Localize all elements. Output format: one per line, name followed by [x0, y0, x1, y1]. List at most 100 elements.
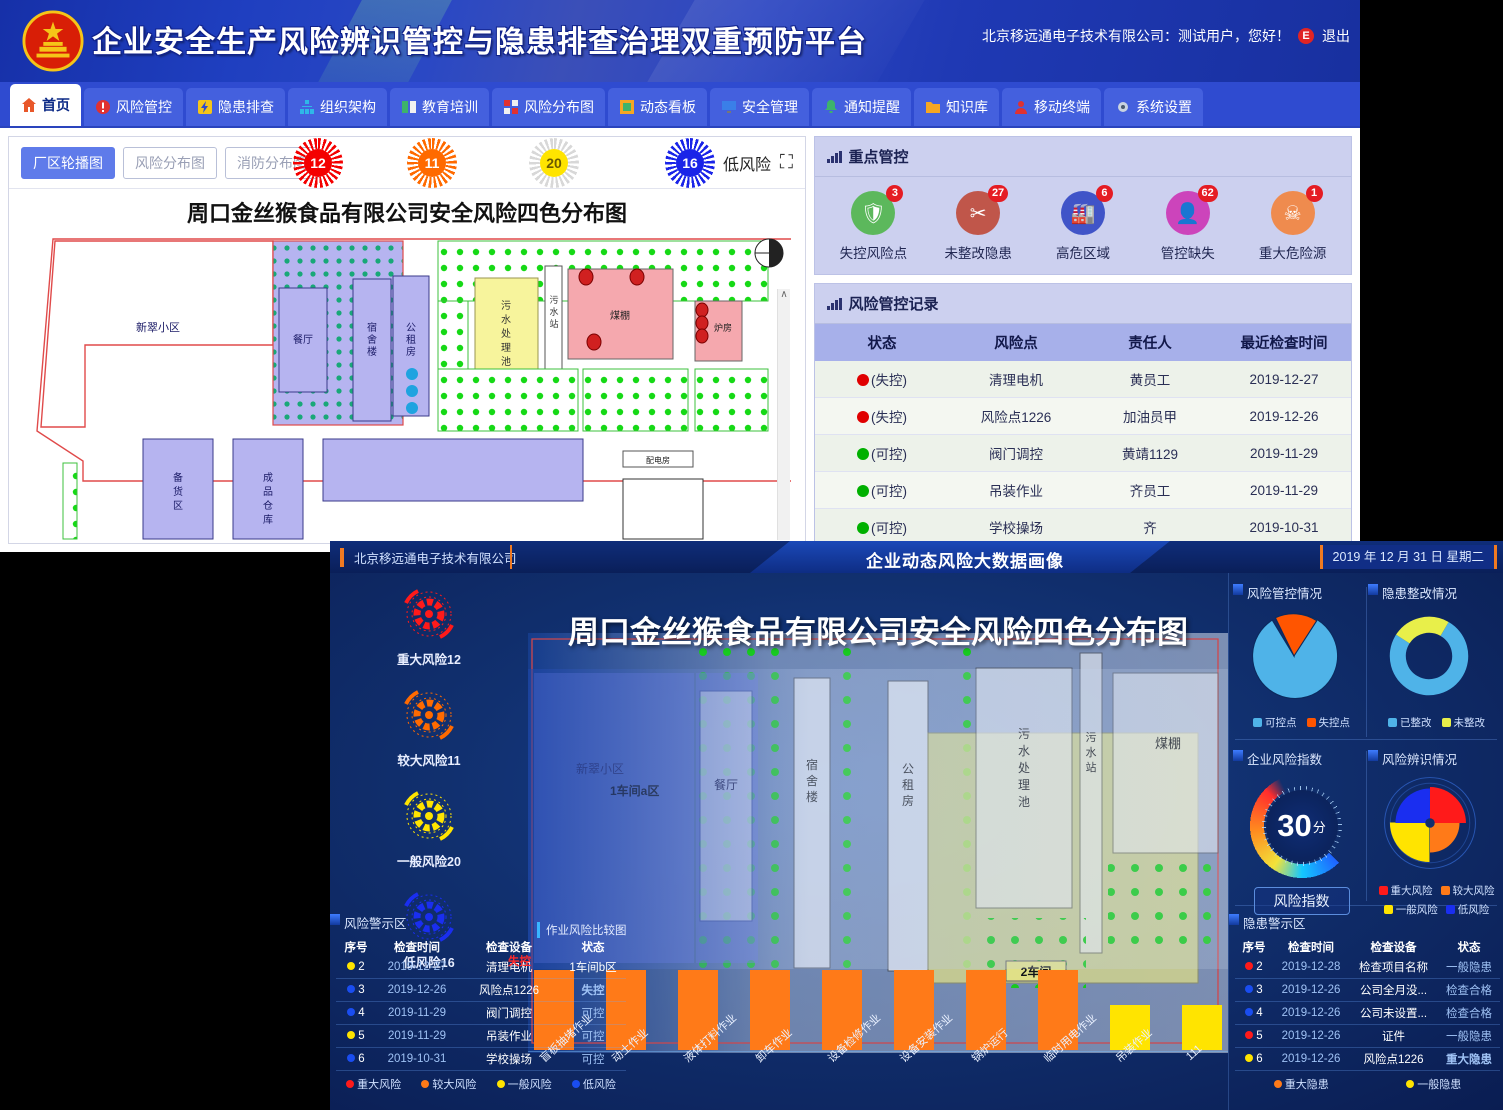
bar-item[interactable]: [1182, 1005, 1222, 1050]
logout-button[interactable]: 退出: [1322, 28, 1350, 44]
map-scrollbar[interactable]: ∧: [777, 289, 790, 540]
chart-title: 作业风险比较图: [537, 922, 627, 938]
table-row[interactable]: 5 2019-11-29 吊装作业 可控: [336, 1024, 626, 1048]
cell-owner: 黄靖1129: [1083, 434, 1217, 472]
cell-status: 一般隐患: [1438, 1024, 1500, 1048]
tab-education-training[interactable]: 教育培训: [390, 88, 489, 126]
tab-risk-control[interactable]: 风险管控: [84, 88, 183, 126]
kp-out-of-control-points[interactable]: 🛡 3 失控风险点: [827, 185, 919, 262]
segment-risk-map[interactable]: 风险分布图: [123, 146, 217, 179]
overlapping-status-text: 失控: [508, 956, 531, 968]
bar-label: 卸车作业: [754, 1026, 795, 1066]
table-row[interactable]: 2 2019-12-28 检查项目名称 一般隐患: [1235, 956, 1500, 979]
risk-identify-pie-chart[interactable]: [1374, 770, 1486, 876]
exit-icon[interactable]: E: [1298, 28, 1314, 44]
fullscreen-icon[interactable]: ⛶: [779, 151, 793, 173]
warning-icon: [96, 100, 110, 114]
svg-text:池: 池: [501, 355, 511, 368]
tab-org-structure[interactable]: 组织架构: [288, 88, 387, 126]
cell-no: 3: [336, 978, 376, 1002]
table-row[interactable]: 2 2019-12-27 清理电机 1车间b区: [336, 956, 626, 979]
col-status: 状态: [581, 942, 605, 954]
table-row[interactable]: (失控) 风险点1226 加油员甲 2019-12-26: [815, 397, 1351, 435]
tab-dynamic-board[interactable]: 动态看板: [608, 88, 707, 126]
cell-risk-point: 学校操场: [949, 508, 1083, 543]
table-row[interactable]: 3 2019-12-26 风险点1226 失控: [336, 978, 626, 1002]
table-row[interactable]: (可控) 学校操场 齐 2019-10-31: [815, 508, 1351, 543]
tab-system-settings[interactable]: 系统设置: [1104, 88, 1203, 126]
segment-plant-carousel[interactable]: 厂区轮播图: [21, 146, 115, 179]
kp-major-hazard-source[interactable]: ☠ 1 重大危险源: [1247, 185, 1339, 262]
tab-label: 教育培训: [422, 99, 478, 115]
tab-mobile-terminal[interactable]: 移动终端: [1002, 88, 1101, 126]
risk-index-button[interactable]: 风险指数: [1253, 887, 1350, 915]
chart-category-labels: 盲板抽堵作业 动土作业 液体打料作业 卸车作业 设备检修作业 设备安装作业 锅炉…: [534, 1012, 1222, 1110]
risk-level-major[interactable]: 重大风险12: [330, 581, 528, 668]
factory-map-canvas[interactable]: 新翠小区 餐厅 宿 舍 楼 公 租 房: [23, 231, 791, 541]
indicator-large-risk[interactable]: 11: [407, 137, 457, 188]
bar-item[interactable]: [822, 970, 862, 1050]
mobile-icon: [1015, 101, 1027, 114]
indicator-low-risk[interactable]: 16: [665, 137, 715, 188]
tab-notification[interactable]: 通知提醒: [812, 88, 911, 126]
cell-date: 2019-11-29: [1217, 471, 1351, 509]
table-row[interactable]: 6 2019-12-26 风险点1226 重大隐患: [1235, 1047, 1500, 1071]
cell-time: 2019-12-26: [1273, 1001, 1349, 1025]
app-body: 厂区轮播图 风险分布图 消防分布图 12 11 20: [0, 128, 1360, 552]
col-no: 序号: [1242, 942, 1266, 954]
bar-item[interactable]: [894, 970, 934, 1050]
cell-no: 4: [336, 1001, 376, 1025]
cell-risk-point: 清理电机: [949, 361, 1083, 398]
kp-control-missing[interactable]: 👤 62 管控缺失: [1142, 185, 1234, 262]
cell-status: (失控): [815, 397, 949, 435]
bar-item[interactable]: [750, 970, 790, 1050]
table-row[interactable]: 6 2019-10-31 学校操场 可控: [336, 1047, 626, 1071]
kp-unrectified-hazards[interactable]: ✂ 27 未整改隐患: [932, 185, 1024, 262]
table-row[interactable]: 3 2019-12-26 公司全月没... 检查合格: [1235, 978, 1500, 1002]
indicator-major-risk[interactable]: 12: [293, 137, 343, 188]
cell-time: 2019-12-26: [1273, 1024, 1349, 1048]
indicator-general-risk[interactable]: 20: [529, 137, 579, 188]
svg-text:楼: 楼: [367, 345, 377, 358]
bars-icon: [827, 150, 842, 163]
bar-item[interactable]: [1110, 1005, 1150, 1050]
folder-icon: [926, 102, 940, 113]
cell-owner: 加油员甲: [1083, 397, 1217, 435]
risk-level-general[interactable]: 一般风险20: [330, 783, 528, 870]
home-icon: [22, 98, 36, 112]
risk-records-header: 风险管控记录: [815, 284, 1351, 324]
hazard-rectify-donut-chart[interactable]: [1374, 604, 1484, 708]
operation-risk-chart: 作业风险比较图 盲板抽堵作业: [528, 922, 1228, 1110]
factory-map-svg: 新翠小区 餐厅 宿 舍 楼 公 租 房: [36, 238, 791, 540]
tab-knowledge-base[interactable]: 知识库: [914, 88, 999, 126]
table-row[interactable]: (可控) 阀门调控 黄靖1129 2019-11-29: [815, 434, 1351, 472]
risk-records-scroll[interactable]: 状态 风险点 责任人 最近检查时间 (失控) 清理电机 黄员工 2: [815, 324, 1351, 543]
risk-index-gauge[interactable]: 30 分: [1245, 770, 1358, 882]
pie-legend: 重大风险 较大风险 一般风险 低风险: [1374, 883, 1499, 917]
cell-device: 清理电机: [458, 956, 560, 979]
tab-home[interactable]: 首页: [10, 84, 81, 126]
table-row[interactable]: 5 2019-12-26 证件 一般隐患: [1235, 1024, 1500, 1048]
svg-text:理: 理: [501, 342, 511, 354]
factory-icon: 🏭 6: [1060, 185, 1113, 235]
risk-alert-table: 序号 检查时间 检查设备 状态 2 2019-12-27 清理电机 1车间b区: [336, 938, 626, 1071]
cell-device: 公司全月没...: [1349, 978, 1438, 1002]
risk-level-large[interactable]: 较大风险11: [330, 682, 528, 769]
bar-item[interactable]: [1038, 970, 1078, 1050]
tab-hazard-check[interactable]: 隐患排查: [186, 88, 285, 126]
title-ribbon: [750, 541, 1170, 573]
scroll-up-icon[interactable]: ∧: [780, 289, 788, 300]
table-row[interactable]: (可控) 吊装作业 齐员工 2019-11-29: [815, 471, 1351, 509]
table-row[interactable]: (失控) 清理电机 黄员工 2019-12-27: [815, 361, 1351, 398]
bar-item[interactable]: [678, 970, 718, 1050]
map-title: 周口金丝猴食品有限公司安全风险四色分布图: [186, 201, 627, 226]
tab-risk-map[interactable]: 风险分布图: [492, 88, 605, 126]
bar-item[interactable]: [966, 970, 1006, 1050]
table-row[interactable]: 4 2019-11-29 阀门调控 可控: [336, 1001, 626, 1025]
table-row[interactable]: 4 2019-12-26 公司未设置... 检查合格: [1235, 1001, 1500, 1025]
table-header-row: 序号 检查时间 检查设备 状态: [336, 938, 626, 956]
risk-control-pie-chart[interactable]: [1239, 604, 1349, 708]
kp-high-risk-area[interactable]: 🏭 6 高危区域: [1037, 185, 1129, 262]
cell-risk-control: 风险管控情况 可控点 失控点: [1233, 583, 1364, 730]
tab-safety-management[interactable]: 安全管理: [710, 88, 809, 126]
